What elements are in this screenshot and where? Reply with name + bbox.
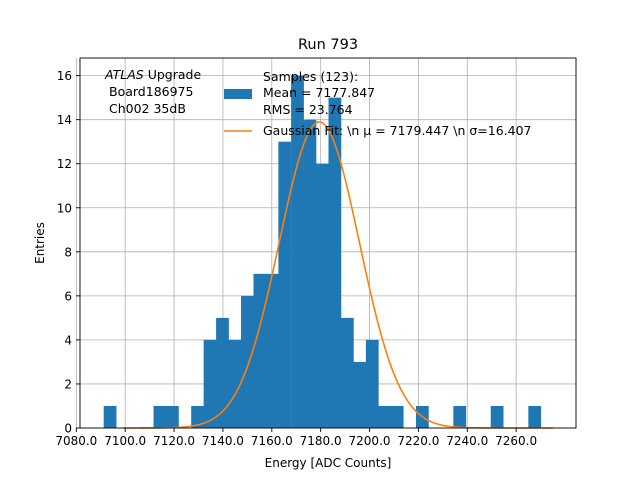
- histogram-bar: [216, 317, 229, 428]
- legend-samples-title: Samples (123):: [263, 69, 358, 84]
- channel-label: Ch002 35dB: [109, 101, 186, 116]
- board-label: Board186975: [109, 84, 193, 99]
- histogram-bar: [241, 295, 254, 428]
- x-tick-label: 7100.0: [104, 434, 146, 448]
- x-tick-label: 7220.0: [397, 434, 439, 448]
- histogram-bar: [340, 317, 354, 428]
- histogram-bar: [278, 141, 292, 428]
- plot-frame: [79, 57, 577, 429]
- x-tick-label: 7160.0: [251, 434, 293, 448]
- histogram-bar: [203, 339, 217, 428]
- legend-fit-label: Gaussian Fit: \n μ = 7179.447 \n σ=16.40…: [263, 123, 532, 138]
- histogram-bar: [353, 361, 367, 428]
- legend-samples-mean: Mean = 7177.847: [263, 85, 375, 100]
- histogram-bar: [191, 405, 204, 428]
- atlas-label: ATLAS: [104, 67, 144, 82]
- atlas-annotation: ATLAS Upgrade Board186975 Ch002 35dB: [104, 67, 201, 116]
- histogram-bar: [253, 273, 267, 428]
- upgrade-label: Upgrade: [144, 67, 202, 82]
- histogram-bar: [453, 405, 467, 428]
- y-tick-label: 8: [64, 245, 72, 259]
- x-tick-label: 7240.0: [446, 434, 488, 448]
- histogram-bar: [291, 75, 304, 428]
- histogram-bar: [490, 405, 504, 428]
- x-axis-label: Energy [ADC Counts]: [265, 456, 392, 470]
- histogram-bar: [228, 339, 242, 428]
- y-tick-label: 12: [57, 157, 72, 171]
- y-tick-label: 16: [57, 69, 72, 83]
- histogram-bar: [153, 405, 167, 428]
- y-tick-label: 2: [64, 377, 72, 391]
- chart-title: Run 793: [298, 37, 358, 53]
- y-axis-label: Entries: [33, 222, 47, 264]
- histogram-bar: [378, 405, 392, 428]
- legend-samples-swatch: [224, 89, 252, 99]
- y-tick-label: 10: [57, 201, 72, 215]
- histogram-bar: [365, 339, 379, 428]
- y-tick-label: 4: [64, 333, 72, 347]
- histogram-bar: [103, 405, 117, 428]
- histogram-bar: [328, 97, 342, 429]
- x-tick-label: 7200.0: [349, 434, 391, 448]
- x-tick-label: 7140.0: [202, 434, 244, 448]
- legend-samples-rms: RMS = 23.764: [263, 102, 353, 117]
- histogram-bar: [316, 163, 329, 428]
- x-tick-label: 7120.0: [153, 434, 195, 448]
- y-tick-label: 6: [64, 289, 72, 303]
- annotation-line-1: ATLAS Upgrade: [104, 67, 201, 82]
- x-tick-label: 7080.0: [55, 434, 97, 448]
- histogram-bar: [166, 405, 179, 428]
- legend: Samples (123): Mean = 7177.847 RMS = 23.…: [224, 69, 532, 138]
- x-axis-ticks: 7080.0 7100.0 7120.0 7140.0 7160.0 7180.0 7200…: [55, 428, 537, 448]
- y-axis-ticks: 0 2 4 6 8 10 12 14 16: [57, 69, 80, 436]
- histogram-bar: [265, 273, 279, 428]
- histogram-bar: [528, 405, 542, 428]
- histogram-bar: [390, 405, 404, 428]
- y-tick-label: 0: [64, 422, 72, 436]
- histogram-bars: [103, 75, 542, 429]
- x-tick-label: 7180.0: [300, 434, 342, 448]
- histogram-bar: [303, 119, 317, 429]
- x-tick-label: 7260.0: [495, 434, 537, 448]
- y-tick-label: 14: [57, 113, 72, 127]
